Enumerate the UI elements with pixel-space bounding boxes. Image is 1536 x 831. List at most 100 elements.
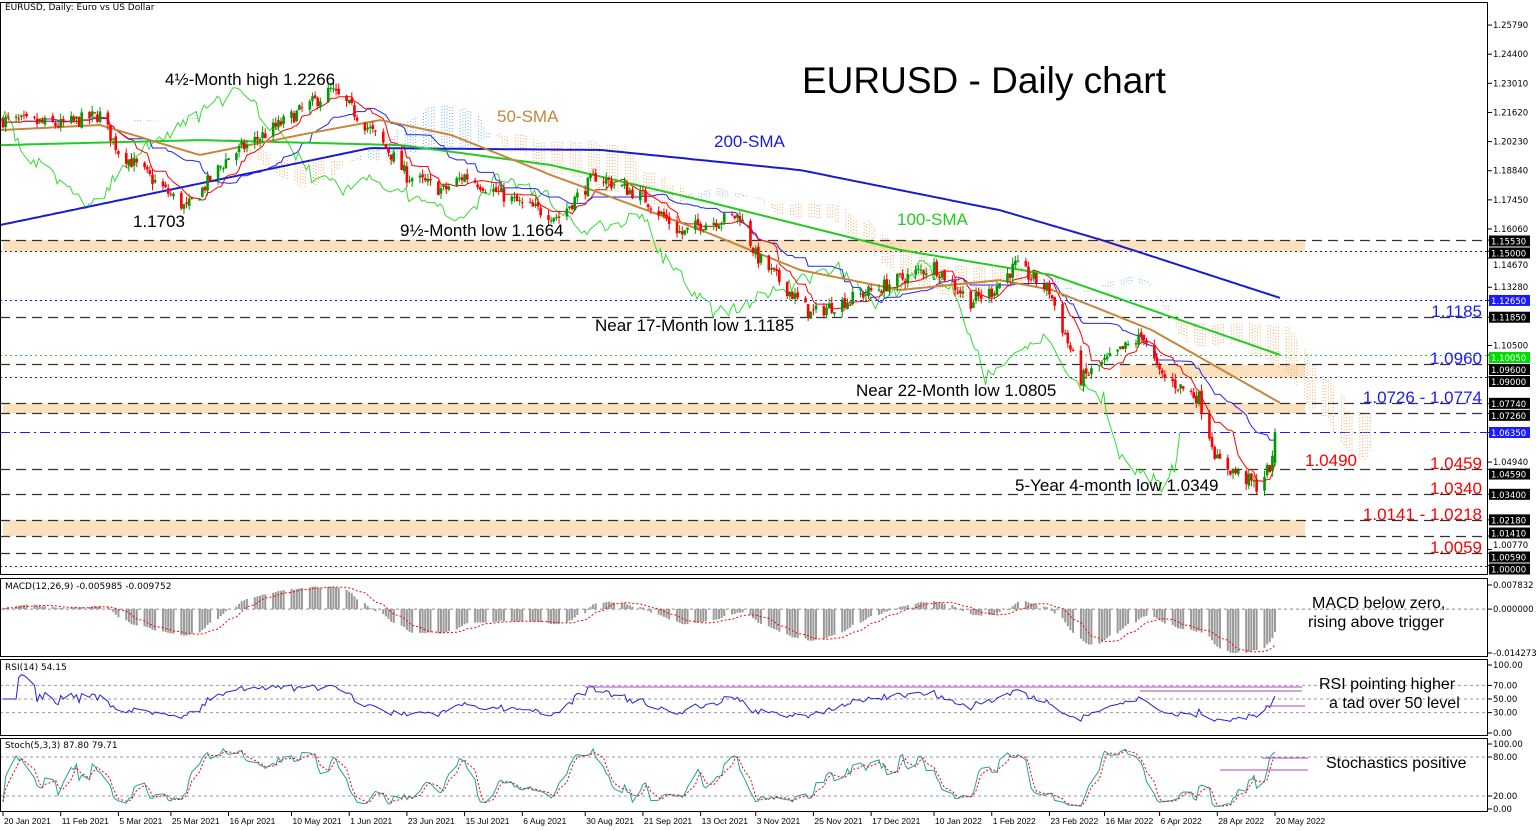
candle-up: [298, 105, 301, 110]
level-label: 1.0059: [1430, 537, 1482, 557]
candle-down: [791, 291, 794, 300]
pane-tick-label: 100.00: [1493, 740, 1523, 750]
candle-up: [1124, 342, 1127, 349]
candle-down: [316, 97, 320, 107]
candle-down: [88, 111, 91, 119]
candle-up: [408, 180, 411, 182]
annotation-low-0349: 5-Year 4-month low 1.0349: [1015, 476, 1219, 495]
candle-down: [1048, 283, 1051, 295]
candle-down: [77, 117, 81, 127]
candle-up: [864, 294, 868, 296]
candle-up: [552, 217, 556, 222]
candle-down: [1192, 392, 1195, 398]
candle-up: [1179, 384, 1182, 389]
candle-down: [6, 116, 10, 118]
candle-up: [402, 164, 406, 172]
candle-down: [979, 295, 983, 299]
candle-up: [410, 178, 414, 182]
zone: [1120, 364, 1305, 377]
candle-down: [1142, 334, 1146, 341]
candle-down: [1066, 332, 1070, 344]
candle-down: [145, 167, 149, 170]
date-tick-label: 25 Mar 2021: [172, 816, 220, 826]
level-label: 1.0459: [1430, 453, 1482, 473]
candle-down: [539, 207, 542, 216]
candle-up: [604, 178, 608, 184]
annotation-low-1703: 1.1703: [133, 212, 185, 231]
candle-down: [885, 279, 889, 292]
candle-down: [1226, 457, 1230, 470]
chikou-span-line: [1, 87, 1181, 494]
candle-down: [1213, 446, 1216, 459]
price-level-tag-label: 1.11850: [1491, 314, 1526, 324]
stoch-note: Stochastics positive: [1326, 755, 1467, 772]
macd-pane: [1, 586, 1487, 654]
price-tick-label: 1.10500: [1493, 342, 1528, 352]
candle-down: [610, 180, 613, 188]
annotation-low-0805: Near 22-Month low 1.0805: [856, 381, 1057, 400]
candle-down: [203, 186, 207, 191]
candle-up: [98, 111, 102, 122]
price-tick-label: 1.25790: [1493, 21, 1528, 31]
candle-down: [41, 119, 44, 123]
candle-down: [644, 190, 647, 203]
pane-tick-label: 30.00: [1493, 709, 1517, 719]
candle-down: [733, 215, 737, 219]
candle-down: [143, 162, 146, 168]
candle-down: [531, 202, 535, 207]
candle-down: [72, 116, 76, 121]
candle-up: [1273, 432, 1277, 463]
price-tick-label: 1.20230: [1493, 138, 1528, 148]
candle-down: [649, 208, 653, 210]
candle-up: [589, 174, 592, 178]
candle-down: [494, 187, 498, 192]
rsi-line: [3, 674, 1276, 722]
price-level-tag: [1489, 563, 1530, 575]
candle-down: [164, 184, 167, 187]
candle-up: [1252, 480, 1256, 482]
price-level-tag: [1489, 551, 1530, 563]
candle-up: [917, 268, 920, 270]
candle-up: [612, 184, 616, 186]
candle-down: [749, 220, 752, 246]
date-tick-label: 10 May 2021: [292, 816, 341, 826]
candle-up: [993, 293, 996, 296]
candle-down: [96, 114, 99, 122]
candle-up: [712, 222, 716, 226]
candle-up: [851, 291, 855, 305]
candle-down: [350, 98, 354, 104]
level-label: 1.1185: [1431, 301, 1482, 321]
candle-up: [347, 99, 351, 103]
macd-signal-line: [2, 586, 1276, 653]
candle-up: [439, 188, 443, 194]
candle-up: [329, 87, 333, 89]
candle-down: [109, 124, 112, 141]
candle-down: [374, 130, 377, 132]
price-tick-label: 1.24400: [1493, 50, 1528, 60]
candle-down: [631, 189, 634, 199]
candle-up: [639, 190, 642, 201]
candle-up: [442, 185, 445, 187]
candle-up: [896, 273, 899, 287]
candle-up: [458, 177, 461, 179]
candle-down: [1061, 304, 1064, 333]
candle-down: [1155, 357, 1159, 364]
pane-tick-label: 0.007832: [1493, 581, 1534, 591]
candle-up: [366, 127, 369, 130]
candle-down: [1084, 368, 1088, 374]
candle-down: [583, 191, 587, 195]
candle-down: [313, 95, 317, 99]
candle-up: [1016, 260, 1020, 262]
candle-down: [400, 150, 403, 170]
date-tick-label: 16 Apr 2021: [230, 816, 276, 826]
candle-down: [937, 276, 941, 278]
annotation-low-1185: Near 17-Month low 1.1185: [595, 316, 795, 335]
candle-up: [1032, 272, 1036, 279]
price-level-tag-label: 1.10050: [1491, 354, 1526, 364]
candle-up: [867, 286, 870, 297]
candle-up: [1014, 260, 1017, 265]
candle-down: [476, 184, 480, 188]
candle-down: [148, 170, 152, 174]
candle-down: [1208, 413, 1211, 439]
candle-down: [22, 114, 26, 116]
